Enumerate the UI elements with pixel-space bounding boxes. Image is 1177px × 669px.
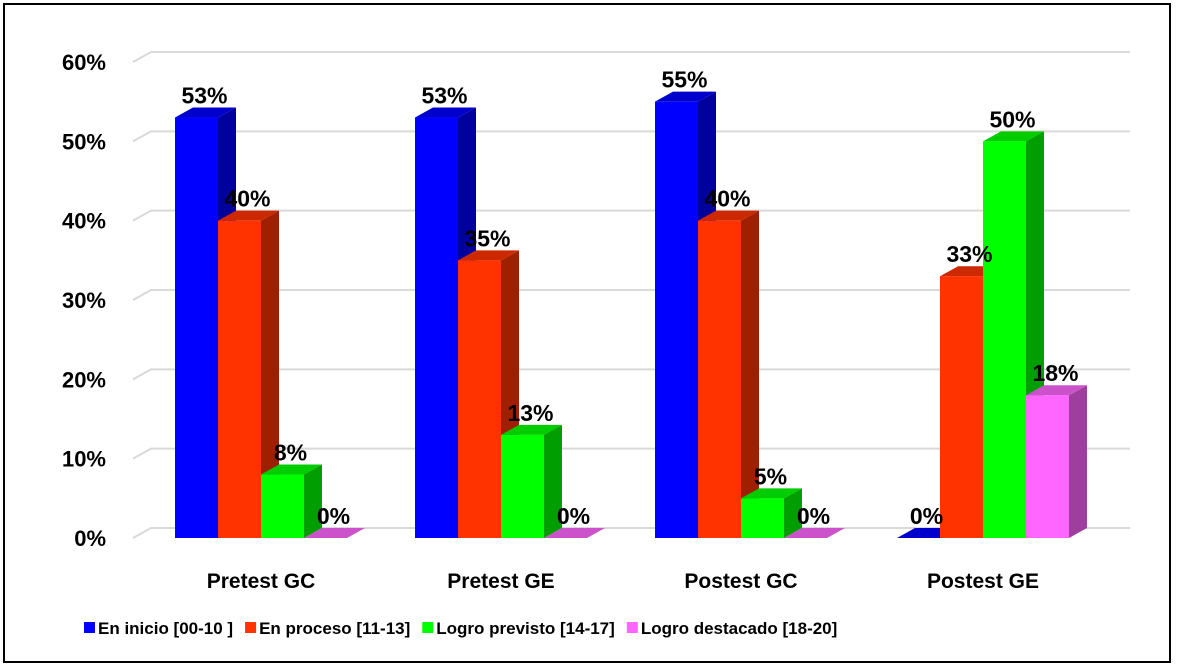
y-axis-ticks: 0% 10% 20% 30% 40% 50% 60% — [62, 50, 106, 551]
legend-label: En proceso [11-13] — [259, 619, 410, 638]
bar — [741, 488, 802, 538]
y-tick-label: 20% — [62, 367, 106, 392]
data-label: 53% — [421, 83, 467, 109]
category-label: Pretest GC — [207, 570, 316, 593]
data-label: 40% — [224, 186, 270, 212]
data-label: 0% — [797, 503, 830, 529]
bar — [1026, 385, 1087, 538]
legend-swatch — [627, 622, 638, 633]
category-label: Pretest GE — [447, 570, 554, 593]
gridline — [133, 211, 1130, 221]
data-label: 33% — [946, 241, 992, 267]
gridline — [133, 131, 1130, 141]
legend-label: En inicio [00-10 ] — [98, 619, 233, 638]
legend-item: En proceso [11-13] — [245, 619, 410, 638]
data-label: 35% — [464, 225, 510, 251]
legend-item: En inicio [00-10 ] — [84, 619, 233, 638]
bar — [261, 465, 322, 538]
legend-swatch — [245, 622, 256, 633]
legend-label: Logro previsto [14-17] — [436, 619, 615, 638]
category-label: Postest GC — [684, 570, 797, 593]
y-tick-label: 60% — [62, 50, 106, 75]
data-label: 0% — [557, 503, 590, 529]
bars — [175, 92, 1087, 538]
y-tick-label: 40% — [62, 209, 106, 234]
data-label: 0% — [910, 503, 943, 529]
data-label: 5% — [754, 463, 787, 489]
gridline — [133, 52, 1130, 62]
category-labels: Pretest GC Pretest GE Postest GC Postest GE — [207, 570, 1039, 593]
data-label: 8% — [274, 440, 307, 466]
data-label: 40% — [704, 186, 750, 212]
legend-swatch — [422, 622, 433, 633]
data-label: 55% — [661, 67, 707, 93]
bar — [698, 211, 759, 538]
bar — [501, 425, 562, 538]
category-label: Postest GE — [927, 570, 1039, 593]
data-label: 50% — [989, 106, 1035, 132]
y-tick-label: 10% — [62, 447, 106, 472]
legend-item: Logro previsto [14-17] — [422, 619, 615, 638]
y-tick-label: 30% — [62, 288, 106, 313]
legend: En inicio [00-10 ] En proceso [11-13] Logr… — [84, 619, 837, 638]
legend-label: Logro destacado [18-20] — [641, 619, 838, 638]
legend-swatch — [84, 622, 95, 633]
y-tick-label: 0% — [74, 526, 106, 551]
legend-item: Logro destacado [18-20] — [627, 619, 838, 638]
data-label: 53% — [181, 83, 227, 109]
data-label: 18% — [1032, 360, 1078, 386]
data-label: 0% — [317, 503, 350, 529]
y-tick-label: 50% — [62, 129, 106, 154]
data-label: 13% — [507, 400, 553, 426]
